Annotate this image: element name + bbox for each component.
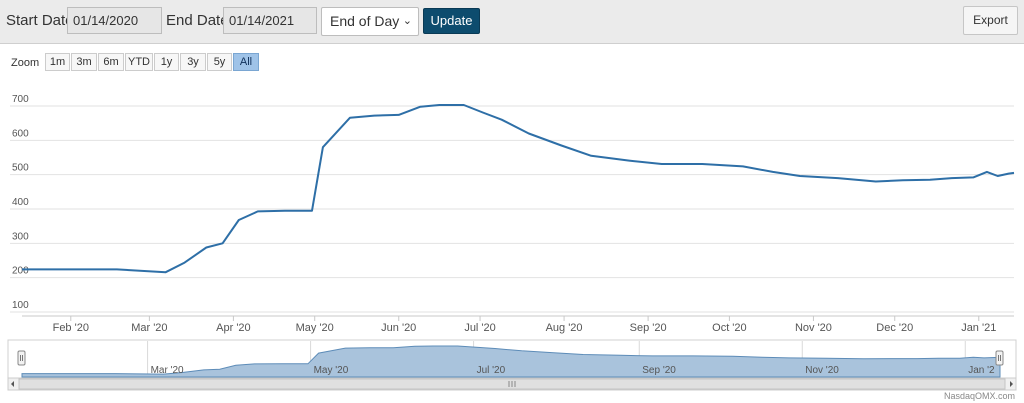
start-date-label: Start Date:	[6, 12, 78, 29]
zoom-label: Zoom	[11, 57, 40, 69]
zoom-button-6m[interactable]: 6m	[98, 53, 124, 71]
series-line	[22, 104, 1015, 274]
zoom-button-3m[interactable]: 3m	[71, 53, 97, 71]
grid-lines	[10, 105, 1014, 317]
x-tick-label: May '20	[296, 322, 334, 334]
chevron-down-icon: ⌄	[402, 15, 412, 27]
navigator-label: May '20	[314, 365, 349, 376]
x-tick-label: Dec '20	[876, 322, 913, 334]
y-tick-label: 300	[12, 231, 29, 242]
scroll-left-arrow-icon[interactable]	[11, 381, 14, 387]
x-tick-label: Jun '20	[381, 322, 416, 334]
zoom-button-5y[interactable]: 5y	[207, 53, 232, 71]
x-tick-label: Mar '20	[131, 322, 167, 334]
toolbar: Start Date: 01/14/2020 End Date: 01/14/2…	[0, 0, 1024, 44]
export-button[interactable]: Export	[963, 6, 1018, 35]
zoom-button-1m[interactable]: 1m	[45, 53, 70, 71]
x-axis-ticks: Feb '20 Mar '20 Apr '20 May '20 Jun '20 Jul '…	[53, 316, 996, 334]
y-axis-ticks: 100 200 300 400 500 600 700	[12, 94, 29, 311]
navigator-handle-left[interactable]	[17, 350, 26, 366]
navigator-label: Sep '20	[642, 365, 676, 376]
navigator-label: Jul '20	[477, 365, 506, 376]
end-date-input[interactable]: 01/14/2021	[223, 7, 317, 34]
y-tick-label: 200	[12, 266, 29, 277]
zoom-button-1y[interactable]: 1y	[154, 53, 179, 71]
y-tick-label: 400	[12, 197, 29, 208]
y-tick-label: 500	[12, 163, 29, 174]
y-tick-label: 100	[12, 300, 29, 311]
navigator-area	[21, 345, 1001, 378]
start-date-input[interactable]: 01/14/2020	[67, 7, 162, 34]
scroll-right-arrow-icon[interactable]	[1010, 381, 1013, 387]
zoom-button-all[interactable]: All	[233, 53, 259, 71]
navigator: Mar '20 May '20 Jul '20 Sep '20 Nov '20 Jan '…	[7, 339, 1017, 391]
navigator-label: Mar '20	[151, 365, 184, 376]
x-tick-label: Apr '20	[216, 322, 251, 334]
zoom-button-ytd[interactable]: YTD	[125, 53, 153, 71]
x-tick-label: Nov '20	[795, 322, 832, 334]
x-tick-label: Oct '20	[712, 322, 747, 334]
y-tick-label: 600	[12, 128, 29, 139]
y-tick-label: 700	[12, 94, 29, 105]
navigator-label: Jan '2	[968, 365, 995, 376]
zoom-button-3y[interactable]: 3y	[180, 53, 206, 71]
frequency-value: End of Day	[330, 13, 400, 29]
update-button[interactable]: Update	[423, 8, 480, 34]
x-tick-label: Feb '20	[53, 322, 89, 334]
x-tick-label: Jul '20	[464, 322, 495, 334]
end-date-label: End Date:	[166, 12, 233, 29]
navigator-label: Nov '20	[805, 365, 839, 376]
series-layer	[22, 104, 1015, 274]
frequency-select[interactable]: End of Day ⌄	[321, 7, 419, 36]
x-tick-label: Sep '20	[630, 322, 667, 334]
x-tick-label: Aug '20	[546, 322, 583, 334]
credit-text: NasdaqOMX.com	[944, 391, 1015, 401]
x-tick-label: Jan '21	[961, 322, 996, 334]
navigator-handle-right[interactable]	[995, 350, 1004, 366]
